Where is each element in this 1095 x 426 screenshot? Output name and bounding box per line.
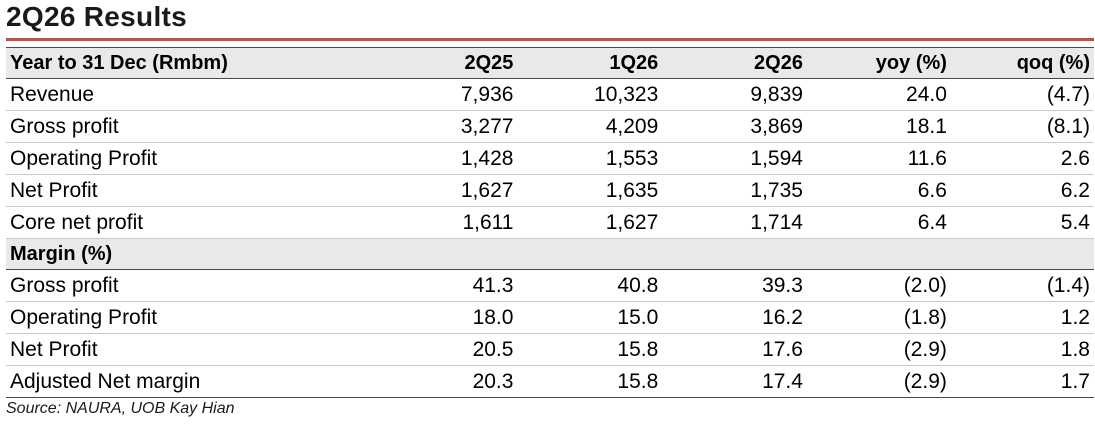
row-value: 9,839 — [662, 78, 807, 111]
section-header-row: Margin (%) — [6, 238, 1094, 270]
row-value: 10,323 — [517, 78, 663, 111]
row-value: 15.8 — [517, 365, 663, 398]
row-value: 1.7 — [950, 365, 1094, 398]
row-value: 11.6 — [806, 142, 951, 175]
row-value: 4,209 — [517, 110, 663, 143]
row-value: 2.6 — [950, 142, 1094, 175]
row-value: 18.1 — [806, 110, 951, 143]
column-header: 2Q25 — [363, 47, 518, 79]
table-row: Revenue 7,936 10,323 9,839 24.0 (4.7) — [6, 78, 1094, 111]
row-value: 1,635 — [517, 174, 663, 207]
row-label: Adjusted Net margin — [6, 365, 364, 398]
source-note: Source: NAURA, UOB Kay Hian — [6, 400, 235, 417]
row-value: 5.4 — [950, 206, 1094, 239]
row-value: 17.6 — [662, 333, 807, 366]
row-value: 40.8 — [517, 269, 663, 302]
row-value: 1,735 — [662, 174, 807, 207]
row-value: 41.3 — [363, 269, 518, 302]
row-value: 1,627 — [517, 206, 663, 239]
row-label: Core net profit — [6, 206, 364, 239]
row-value: 1,627 — [363, 174, 518, 207]
row-value: (2.9) — [806, 333, 951, 366]
table-row: Core net profit 1,611 1,627 1,714 6.4 5.4 — [6, 206, 1094, 239]
row-value: 20.5 — [363, 333, 518, 366]
row-value: 6.4 — [806, 206, 951, 239]
column-header: qoq (%) — [950, 47, 1094, 79]
row-value: 15.8 — [517, 333, 663, 366]
table-header-row: Year to 31 Dec (Rmbm) 2Q25 1Q26 2Q26 yoy (%)… — [6, 47, 1094, 79]
row-value: 1,611 — [363, 206, 518, 239]
row-value: 24.0 — [806, 78, 951, 111]
row-value: 1,553 — [517, 142, 663, 175]
row-value: 15.0 — [517, 301, 663, 334]
row-value: (8.1) — [950, 110, 1094, 143]
row-label: Operating Profit — [6, 142, 364, 175]
row-value: 3,869 — [662, 110, 807, 143]
table-row: Gross profit 3,277 4,209 3,869 18.1 (8.1) — [6, 110, 1094, 143]
column-header: yoy (%) — [806, 47, 951, 79]
row-value: 6.6 — [806, 174, 951, 207]
row-label: Revenue — [6, 78, 364, 111]
row-value: 3,277 — [363, 110, 518, 143]
table-row: Gross profit 41.3 40.8 39.3 (2.0) (1.4) — [6, 269, 1094, 302]
row-value: (2.0) — [806, 269, 951, 302]
row-value: (2.9) — [806, 365, 951, 398]
row-label: Gross profit — [6, 269, 364, 302]
column-header: Year to 31 Dec (Rmbm) — [6, 47, 364, 79]
row-value: (1.4) — [950, 269, 1094, 302]
row-value: 1.2 — [950, 301, 1094, 334]
title-divider — [6, 38, 1094, 41]
row-value: 6.2 — [950, 174, 1094, 207]
row-value: 1.8 — [950, 333, 1094, 366]
table-row: Adjusted Net margin 20.3 15.8 17.4 (2.9) 1.7 — [6, 365, 1094, 398]
table-row: Operating Profit 18.0 15.0 16.2 (1.8) 1.2 — [6, 301, 1094, 334]
row-value: 1,594 — [662, 142, 807, 175]
table-row: Net Profit 20.5 15.8 17.6 (2.9) 1.8 — [6, 333, 1094, 366]
row-label: Operating Profit — [6, 301, 364, 334]
row-value: 1,714 — [662, 206, 807, 239]
row-label: Net Profit — [6, 333, 364, 366]
results-table: Year to 31 Dec (Rmbm) 2Q25 1Q26 2Q26 yoy (%)… — [6, 47, 1094, 398]
row-label: Gross profit — [6, 110, 364, 143]
row-value: 39.3 — [662, 269, 807, 302]
results-table-body: Year to 31 Dec (Rmbm) 2Q25 1Q26 2Q26 yoy (%)… — [6, 47, 1094, 398]
column-header: 1Q26 — [517, 47, 663, 79]
table-row: Operating Profit 1,428 1,553 1,594 11.6 2.6 — [6, 142, 1094, 175]
row-value: (4.7) — [950, 78, 1094, 111]
row-value: 1,428 — [363, 142, 518, 175]
section-label: Margin (%) — [6, 238, 1094, 270]
row-value: 20.3 — [363, 365, 518, 398]
row-value: 17.4 — [662, 365, 807, 398]
row-label: Net Profit — [6, 174, 364, 207]
row-value: (1.8) — [806, 301, 951, 334]
row-value: 16.2 — [662, 301, 807, 334]
row-value: 7,936 — [363, 78, 518, 111]
table-row: Net Profit 1,627 1,635 1,735 6.6 6.2 — [6, 174, 1094, 207]
column-header: 2Q26 — [662, 47, 807, 79]
row-value: 18.0 — [363, 301, 518, 334]
page-title: 2Q26 Results — [6, 1, 188, 32]
